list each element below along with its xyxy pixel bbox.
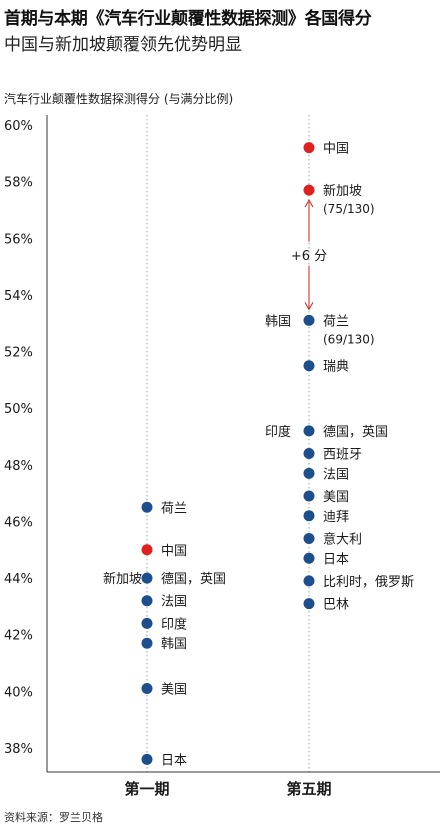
data-left-label: 新加坡 bbox=[103, 571, 142, 587]
data-left-label: 印度 bbox=[265, 424, 291, 440]
chart-subtitle: 中国与新加坡颠覆领先优势明显 bbox=[4, 35, 242, 55]
data-label: 日本 bbox=[161, 753, 187, 768]
data-point bbox=[141, 501, 153, 513]
data-label: 意大利 bbox=[323, 531, 362, 547]
y-tick-label: 60% bbox=[4, 119, 33, 134]
y-tick-label: 44% bbox=[4, 572, 33, 587]
data-label: 比利时，俄罗斯 bbox=[323, 575, 414, 590]
data-label: 法国 bbox=[323, 467, 349, 482]
data-point bbox=[141, 683, 153, 695]
data-label: 西班牙 bbox=[323, 447, 362, 462]
annotation-arrowhead-down bbox=[304, 302, 314, 311]
y-tick-label: 38% bbox=[4, 742, 33, 757]
y-tick-label: 56% bbox=[4, 232, 33, 247]
data-label: 新加坡 bbox=[323, 183, 362, 199]
data-point bbox=[303, 360, 315, 372]
y-tick-label: 54% bbox=[4, 289, 33, 304]
data-label: 印度 bbox=[161, 616, 187, 632]
data-label: 德国，英国 bbox=[323, 425, 388, 440]
data-point bbox=[303, 510, 315, 522]
y-tick-label: 52% bbox=[4, 346, 33, 361]
y-tick-label: 48% bbox=[4, 459, 33, 474]
annotation-arrowhead-up bbox=[304, 199, 314, 208]
y-axis-label: 汽车行业颠覆性数据探测得分 (与满分比例) bbox=[4, 92, 234, 106]
annotation-label: +6 分 bbox=[291, 249, 327, 264]
data-label: 荷兰 bbox=[323, 314, 349, 329]
data-point bbox=[303, 425, 315, 437]
data-point bbox=[141, 595, 153, 607]
data-point bbox=[303, 447, 315, 459]
data-point bbox=[303, 467, 315, 479]
data-label: 韩国 bbox=[161, 637, 187, 652]
data-label: 美国 bbox=[161, 683, 187, 698]
data-label: 法国 bbox=[161, 595, 187, 610]
y-tick-label: 58% bbox=[4, 176, 33, 191]
data-label: 美国 bbox=[323, 490, 349, 505]
data-sublabel: (69/130) bbox=[323, 332, 375, 346]
source-note: 资料来源：罗兰贝格 bbox=[4, 811, 103, 824]
data-point bbox=[141, 753, 153, 765]
y-tick-label: 42% bbox=[4, 629, 33, 644]
x-category-label: 第五期 bbox=[286, 780, 331, 798]
data-point bbox=[303, 532, 315, 544]
data-label: 日本 bbox=[323, 552, 349, 567]
data-label: 德国，英国 bbox=[161, 572, 226, 587]
data-point bbox=[303, 490, 315, 502]
data-point bbox=[141, 617, 153, 629]
data-point bbox=[303, 184, 315, 196]
data-point bbox=[141, 572, 153, 584]
data-label: 中国 bbox=[323, 142, 349, 157]
x-category-label: 第一期 bbox=[124, 780, 169, 798]
data-label: 中国 bbox=[161, 544, 187, 559]
data-point bbox=[303, 598, 315, 610]
data-point bbox=[303, 552, 315, 564]
data-left-label: 韩国 bbox=[265, 314, 291, 329]
data-point bbox=[141, 637, 153, 649]
data-label: 迪拜 bbox=[323, 510, 349, 525]
data-point bbox=[141, 544, 153, 556]
data-label: 荷兰 bbox=[161, 501, 187, 516]
data-point bbox=[303, 575, 315, 587]
data-point bbox=[303, 314, 315, 326]
data-label: 巴林 bbox=[323, 598, 349, 613]
data-sublabel: (75/130) bbox=[323, 202, 375, 216]
y-tick-label: 40% bbox=[4, 685, 33, 700]
data-point bbox=[303, 142, 315, 154]
chart-title: 首期与本期《汽车行业颠覆性数据探测》各国得分 bbox=[4, 9, 372, 29]
y-tick-label: 46% bbox=[4, 515, 33, 530]
data-label: 瑞典 bbox=[323, 360, 349, 375]
y-tick-label: 50% bbox=[4, 402, 33, 417]
